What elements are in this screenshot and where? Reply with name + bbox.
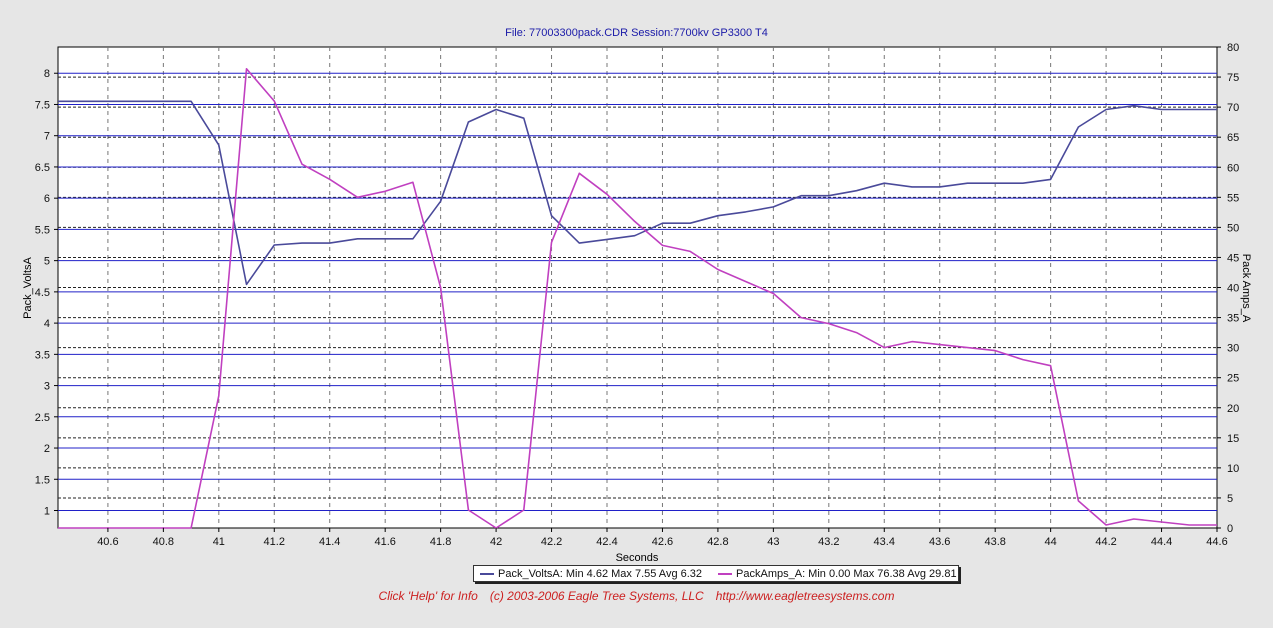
legend-swatch-amps bbox=[718, 572, 733, 575]
y1-tick-label: 7 bbox=[44, 131, 50, 143]
y2-tick-label: 15 bbox=[1227, 433, 1239, 445]
x-tick-label: 40.6 bbox=[97, 536, 118, 548]
y2-tick-label: 80 bbox=[1227, 42, 1239, 54]
y1-tick-label: 5.5 bbox=[35, 224, 50, 236]
chart-title: File: 77003300pack.CDR Session:7700kv GP… bbox=[505, 27, 768, 39]
y1-tick-label: 4.5 bbox=[35, 287, 50, 299]
legend-label-amps: PackAmps_A: Min 0.00 Max 76.38 Avg 29.81 bbox=[736, 567, 957, 580]
x-tick-label: 43.4 bbox=[874, 536, 895, 548]
x-tick-label: 41.6 bbox=[374, 536, 395, 548]
footer-help-text: Click 'Help' for Info bbox=[378, 589, 478, 603]
y1-tick-label: 6 bbox=[44, 193, 50, 205]
legend-item-volts: Pack_VoltsA: Min 4.62 Max 7.55 Avg 6.32 bbox=[480, 568, 702, 580]
x-tick-label: 41.2 bbox=[264, 536, 285, 548]
x-tick-label: 44.2 bbox=[1095, 536, 1116, 548]
footer-url-link[interactable]: http://www.eagletreesystems.com bbox=[715, 589, 895, 603]
grid bbox=[58, 47, 1217, 528]
y-axis-left-label: Pack_VoltsA bbox=[22, 256, 34, 318]
x-tick-label: 42.6 bbox=[652, 536, 673, 548]
y2-tick-label: 60 bbox=[1227, 162, 1239, 174]
y1-tick-label: 7.5 bbox=[35, 99, 50, 111]
legend: Pack_VoltsA: Min 4.62 Max 7.55 Avg 6.32 … bbox=[473, 565, 959, 582]
y2-tick-label: 20 bbox=[1227, 403, 1239, 415]
x-tick-label: 44.6 bbox=[1206, 536, 1227, 548]
x-tick-label: 43.6 bbox=[929, 536, 950, 548]
y2-tick-label: 30 bbox=[1227, 343, 1239, 355]
ticks: 40.6 40.8 41 41.2 41.4 41.6 41.8 42 42.2 42.4 42.6… bbox=[35, 42, 1240, 548]
legend-label-volts: Pack_VoltsA: Min 4.62 Max 7.55 Avg 6.32 bbox=[498, 567, 703, 580]
y1-tick-label: 3 bbox=[44, 381, 50, 393]
x-tick-label: 43.2 bbox=[818, 536, 839, 548]
x-tick-label: 42.8 bbox=[707, 536, 728, 548]
y2-tick-label: 50 bbox=[1227, 222, 1239, 234]
y2-tick-label: 70 bbox=[1227, 102, 1239, 114]
series-lines bbox=[58, 68, 1217, 529]
x-tick-label: 40.8 bbox=[153, 536, 174, 548]
y2-tick-label: 0 bbox=[1227, 523, 1233, 535]
y2-tick-label: 25 bbox=[1227, 373, 1239, 385]
y2-tick-label: 10 bbox=[1227, 463, 1239, 475]
y2-tick-label: 35 bbox=[1227, 313, 1239, 325]
x-tick-label: 41.8 bbox=[430, 536, 451, 548]
y-axis-right-label: Pack Amps_A bbox=[1240, 254, 1252, 323]
y1-tick-label: 1.5 bbox=[35, 474, 50, 486]
y1-tick-label: 1 bbox=[44, 506, 50, 518]
y1-tick-label: 8 bbox=[44, 68, 50, 80]
x-tick-label: 42.2 bbox=[541, 536, 562, 548]
y2-tick-label: 75 bbox=[1227, 72, 1239, 84]
y2-tick-label: 45 bbox=[1227, 252, 1239, 264]
y1-tick-label: 6.5 bbox=[35, 162, 50, 174]
footer-copyright: (c) 2003-2006 Eagle Tree Systems, LLC bbox=[489, 589, 704, 603]
y2-tick-label: 40 bbox=[1227, 283, 1239, 295]
x-tick-label: 44 bbox=[1045, 536, 1057, 548]
y2-tick-label: 5 bbox=[1227, 493, 1233, 505]
footer: Click 'Help' for Info (c) 2003-2006 Eagle… bbox=[0, 589, 1273, 603]
x-tick-label: 41 bbox=[213, 536, 225, 548]
legend-swatch-volts bbox=[480, 572, 494, 575]
y2-tick-label: 65 bbox=[1227, 132, 1239, 144]
x-tick-label: 43.8 bbox=[984, 536, 1005, 548]
legend-item-amps: PackAmps_A: Min 0.00 Max 76.38 Avg 29.81 bbox=[718, 568, 957, 580]
y1-tick-label: 4 bbox=[44, 318, 50, 330]
y1-tick-label: 5 bbox=[44, 256, 50, 268]
y1-tick-label: 3.5 bbox=[35, 349, 50, 361]
y2-tick-label: 55 bbox=[1227, 192, 1239, 204]
y1-tick-label: 2 bbox=[44, 443, 50, 455]
y1-tick-label: 2.5 bbox=[35, 412, 50, 424]
x-tick-label: 42.4 bbox=[596, 536, 617, 548]
x-tick-label: 44.4 bbox=[1151, 536, 1172, 548]
x-axis-label: Seconds bbox=[616, 552, 659, 564]
series-line-pack-volts bbox=[58, 100, 1217, 286]
x-tick-label: 41.4 bbox=[319, 536, 340, 548]
x-tick-label: 43 bbox=[767, 536, 779, 548]
x-tick-label: 42 bbox=[490, 536, 502, 548]
series-line-pack-amps bbox=[58, 68, 1217, 529]
